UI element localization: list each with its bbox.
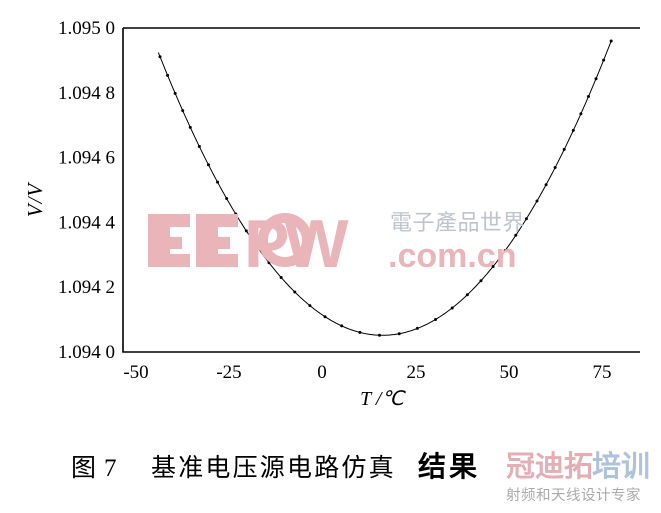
svg-text:1.094 4: 1.094 4 (58, 212, 116, 233)
svg-text:1.094 8: 1.094 8 (58, 83, 115, 104)
svg-text:7: 7 (104, 455, 117, 482)
svg-text:1.094 6: 1.094 6 (58, 148, 115, 169)
svg-text:基准电压源电路仿真: 基准电压源电路仿真 (151, 454, 396, 482)
svg-text:PW: PW (244, 206, 349, 282)
svg-text:结果: 结果 (418, 451, 480, 483)
svg-text:1.095 0: 1.095 0 (58, 18, 115, 39)
svg-text:T /℃: T /℃ (360, 388, 406, 410)
svg-text:射频和天线设计专家: 射频和天线设计专家 (506, 487, 641, 504)
svg-text:1.094 2: 1.094 2 (58, 277, 115, 298)
svg-text:.com.cn: .com.cn (388, 237, 516, 275)
svg-text:電子產品世界: 電子產品世界 (390, 210, 525, 235)
svg-text:1.094 0: 1.094 0 (58, 342, 115, 363)
svg-text:25: 25 (407, 362, 426, 383)
svg-text:-25: -25 (216, 362, 241, 383)
svg-text:50: 50 (500, 362, 519, 383)
svg-text:0: 0 (317, 362, 327, 383)
svg-text:V/V: V/V (23, 182, 47, 218)
svg-text:培训: 培训 (592, 449, 650, 483)
svg-text:75: 75 (593, 362, 612, 383)
svg-text:图: 图 (71, 455, 96, 482)
svg-text:冠迪拓: 冠迪拓 (506, 450, 593, 483)
svg-text:-50: -50 (123, 362, 148, 383)
